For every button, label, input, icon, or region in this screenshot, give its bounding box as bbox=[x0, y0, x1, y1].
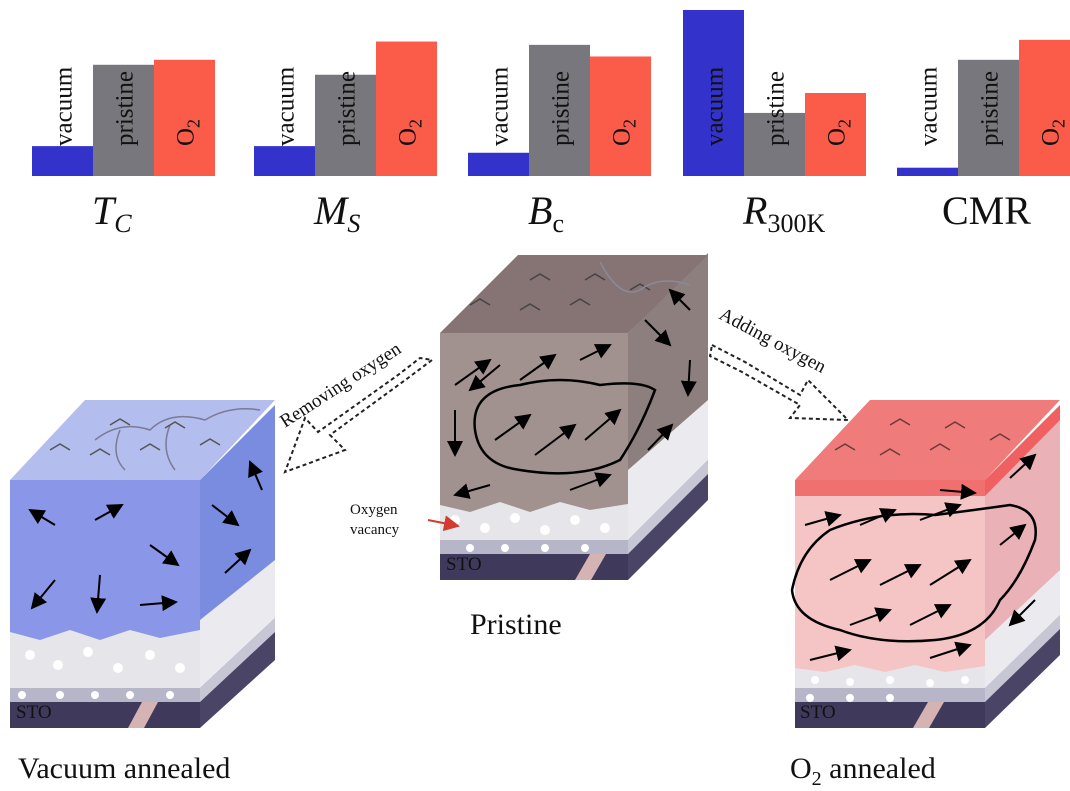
o2-annealed-caption: O2 annealed bbox=[790, 752, 936, 790]
bar-o2 bbox=[590, 56, 651, 177]
bar-pristine bbox=[958, 59, 1019, 176]
bar-label-pristine: pristine bbox=[112, 71, 139, 146]
pristine-substrate-label: STO bbox=[446, 554, 482, 575]
chart-title: Bc bbox=[528, 188, 564, 238]
chart-title: MS bbox=[313, 188, 360, 238]
removing-oxygen-label: Removing oxygen bbox=[276, 338, 405, 432]
bar-o2 bbox=[805, 93, 866, 176]
bar-vacuum bbox=[897, 167, 958, 176]
pristine-film-front bbox=[440, 333, 628, 540]
bar-vacuum bbox=[32, 146, 93, 176]
bar-label-vacuum: vacuum bbox=[702, 66, 729, 146]
chart-title: TC bbox=[92, 188, 132, 238]
pristine-block: STO Oxygen vacancy bbox=[350, 253, 708, 580]
bar-label-vacuum: vacuum bbox=[916, 66, 943, 146]
bar-vacuum bbox=[254, 146, 315, 176]
bar-label-vacuum: vacuum bbox=[51, 66, 78, 146]
oxygen-vacancy-label-2: vacancy bbox=[350, 522, 400, 538]
vacuum-film-top bbox=[10, 400, 275, 480]
bar-label-pristine: pristine bbox=[334, 71, 361, 146]
bar-o2 bbox=[1019, 39, 1070, 176]
bar-pristine bbox=[93, 64, 154, 176]
vacuum-substrate-top-layer bbox=[10, 688, 200, 702]
bar-pristine bbox=[315, 74, 376, 176]
o2-annealed-block: STO bbox=[790, 400, 1060, 728]
bar-label-vacuum: vacuum bbox=[487, 66, 514, 146]
bar-label-pristine: pristine bbox=[763, 71, 790, 146]
bar-pristine bbox=[744, 112, 805, 176]
bar-label-pristine: pristine bbox=[548, 71, 575, 146]
bar-vacuum bbox=[683, 10, 744, 176]
oxygen-vacancy-arrow bbox=[427, 515, 460, 532]
bar-o2 bbox=[376, 41, 437, 176]
chart-title: CMR bbox=[942, 188, 1031, 233]
removing-oxygen-transition: Removing oxygen bbox=[276, 338, 435, 474]
vacuum-vacancy-layer bbox=[10, 630, 200, 688]
vacuum-annealed-caption: Vacuum annealed bbox=[18, 752, 231, 785]
pristine-caption: Pristine bbox=[470, 608, 562, 641]
o2-film-top bbox=[795, 400, 1060, 480]
bar-label-pristine: pristine bbox=[977, 71, 1004, 146]
adding-oxygen-transition: Adding oxygen bbox=[708, 304, 851, 422]
chart-title: R300K bbox=[742, 188, 825, 238]
bar-pristine bbox=[529, 44, 590, 176]
oxygen-vacancy-label-1: Oxygen bbox=[350, 502, 398, 518]
adding-oxygen-label: Adding oxygen bbox=[716, 304, 830, 378]
bar-label-vacuum: vacuum bbox=[273, 66, 300, 146]
bar-o2 bbox=[154, 59, 215, 176]
vacuum-substrate-label: STO bbox=[16, 702, 52, 723]
bar-vacuum bbox=[468, 152, 529, 176]
o2-substrate-label: STO bbox=[800, 702, 836, 723]
vacuum-annealed-block: STO bbox=[10, 400, 275, 728]
